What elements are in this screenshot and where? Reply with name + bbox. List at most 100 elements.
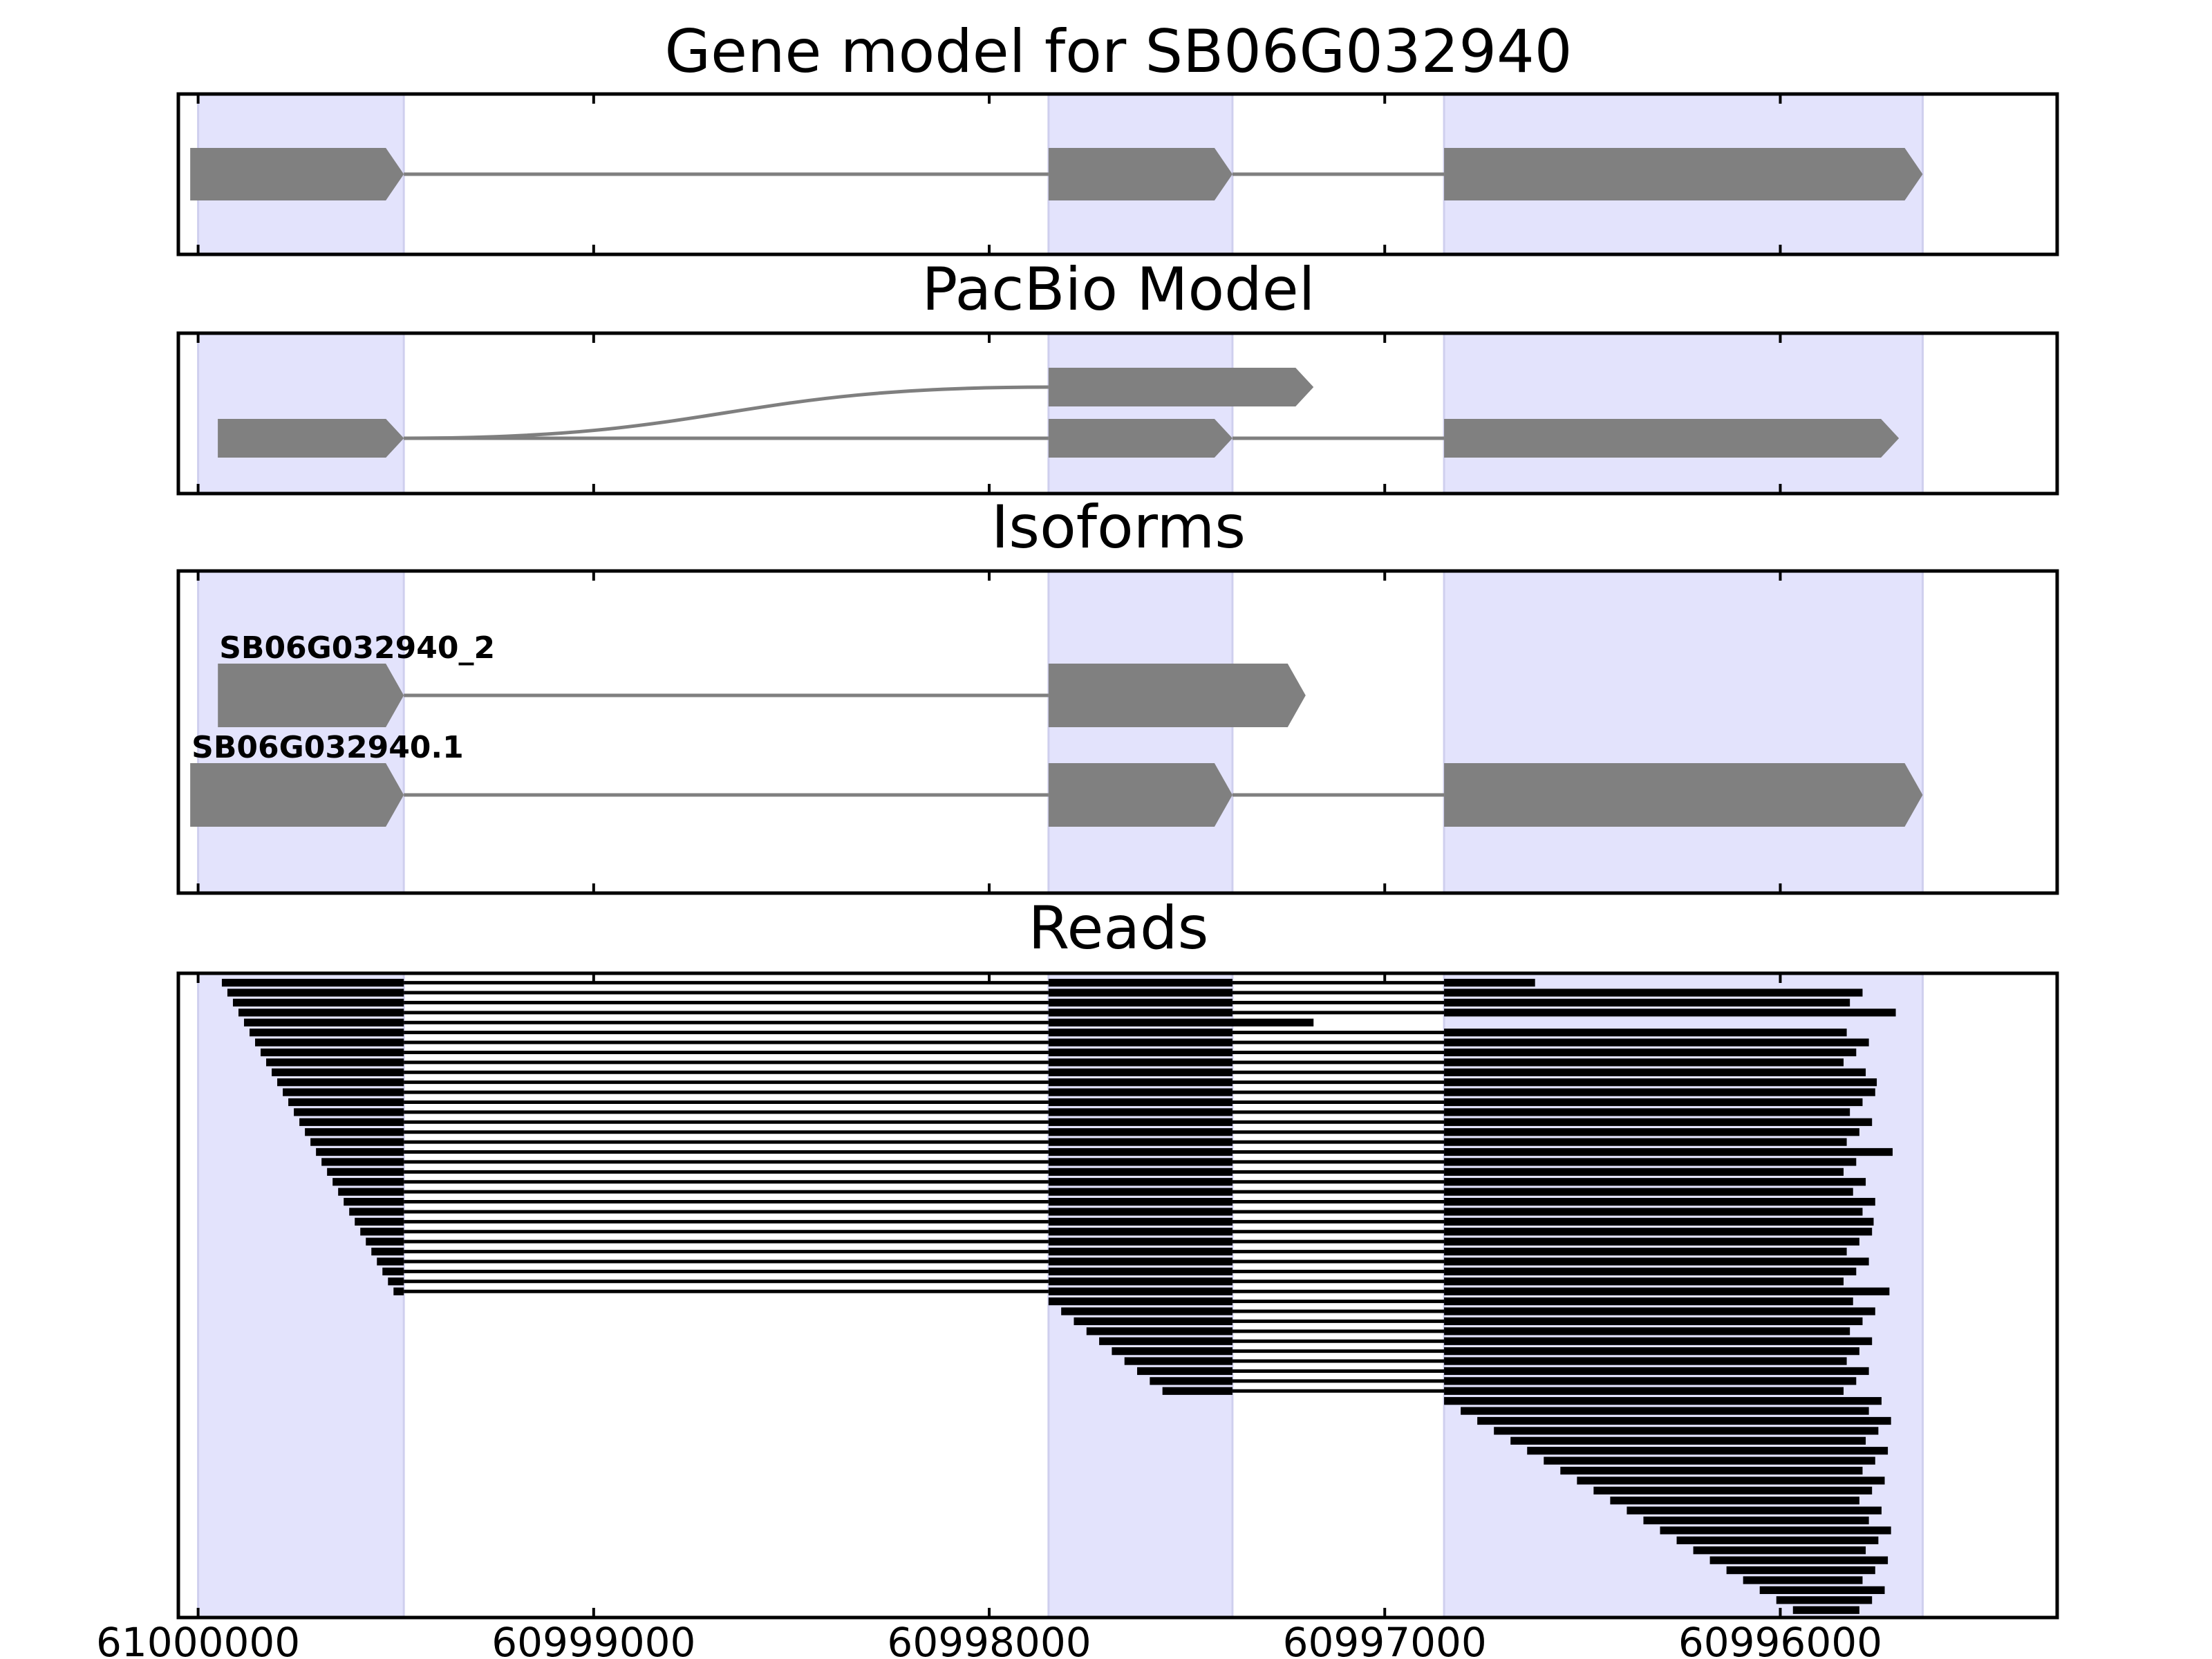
gene-model-exon-3 xyxy=(1444,148,1923,200)
read-16-block-2 xyxy=(1048,1128,1232,1136)
pacbio-model-panel xyxy=(176,331,2059,496)
panel-title-gene-model: Gene model for SB06G032940 xyxy=(665,17,1573,86)
read-14-block-2 xyxy=(1048,1108,1232,1116)
plot-frame xyxy=(176,971,2059,1620)
panel-title-pacbio-model: PacBio Model xyxy=(921,255,1315,324)
x-tick-label-2: 60998000 xyxy=(887,1619,1091,1659)
read-29-block-3 xyxy=(1444,1257,1869,1266)
read-30-block-2 xyxy=(1048,1267,1232,1276)
read-22-block-2 xyxy=(1048,1188,1232,1196)
read-26-block-1 xyxy=(360,1228,404,1236)
read-46-block-1 xyxy=(1494,1427,1879,1435)
gene-model-exon-2 xyxy=(1048,148,1232,200)
panel-title-isoforms: Isoforms xyxy=(991,493,1246,562)
read-36-block-2 xyxy=(1444,1327,1850,1335)
read-50-block-1 xyxy=(1560,1466,1863,1475)
panel-title-reads: Reads xyxy=(1029,894,1209,963)
read-30-block-3 xyxy=(1444,1267,1857,1276)
read-23-block-3 xyxy=(1444,1197,1875,1206)
read-31-block-2 xyxy=(1048,1277,1232,1286)
read-22-block-1 xyxy=(338,1188,404,1196)
read-28-block-2 xyxy=(1048,1247,1232,1256)
read-21-block-2 xyxy=(1048,1178,1232,1186)
read-34-block-1 xyxy=(1061,1307,1232,1315)
isoform-label-2: SB06G032940.1 xyxy=(191,730,464,765)
read-27-block-3 xyxy=(1444,1237,1859,1246)
isoform-1-exon-1 xyxy=(218,664,404,727)
read-16-block-3 xyxy=(1444,1128,1859,1136)
read-20-block-2 xyxy=(1048,1168,1232,1176)
read-4-block-3 xyxy=(1444,1009,1896,1017)
read-31-block-3 xyxy=(1444,1277,1844,1286)
read-13-block-3 xyxy=(1444,1098,1863,1107)
read-10-block-3 xyxy=(1444,1068,1866,1076)
read-12-block-3 xyxy=(1444,1088,1875,1096)
read-37-block-2 xyxy=(1444,1337,1873,1345)
read-27-block-1 xyxy=(366,1237,404,1246)
read-17-block-3 xyxy=(1444,1138,1847,1146)
read-12-block-1 xyxy=(283,1088,404,1096)
read-40-block-1 xyxy=(1137,1367,1232,1376)
read-6-block-1 xyxy=(249,1029,404,1037)
read-3-block-2 xyxy=(1048,998,1232,1007)
read-18-block-3 xyxy=(1444,1147,1893,1156)
read-6-block-2 xyxy=(1048,1029,1232,1037)
read-14-block-3 xyxy=(1444,1108,1850,1116)
read-1-block-1 xyxy=(221,979,404,987)
read-57-block-1 xyxy=(1676,1536,1879,1544)
read-25-block-3 xyxy=(1444,1217,1874,1226)
read-12-block-2 xyxy=(1048,1088,1232,1096)
isoform-2-exon-2 xyxy=(1048,763,1232,827)
isoforms-panel: SB06G032940_2 SB06G032940.1 xyxy=(176,569,2059,895)
read-15-block-3 xyxy=(1444,1118,1873,1126)
read-11-block-2 xyxy=(1048,1078,1232,1087)
plot-frame xyxy=(176,331,2059,496)
read-40-block-2 xyxy=(1444,1367,1869,1376)
gene-model-panel xyxy=(176,92,2059,256)
read-58-block-1 xyxy=(1693,1546,1866,1555)
reads-panel xyxy=(176,971,2059,1620)
read-51-block-1 xyxy=(1577,1477,1885,1485)
isoform-2-exon-3 xyxy=(1444,763,1923,827)
read-49-block-1 xyxy=(1544,1456,1875,1465)
read-5-block-2 xyxy=(1048,1018,1314,1027)
read-33-block-1 xyxy=(1048,1297,1232,1306)
read-17-block-2 xyxy=(1048,1138,1232,1146)
read-1-block-2 xyxy=(1048,979,1232,987)
read-8-block-1 xyxy=(261,1048,404,1057)
read-48-block-1 xyxy=(1527,1447,1888,1455)
pacbio-model-b-exon-2 xyxy=(1048,419,1232,458)
isoform-label-1: SB06G032940_2 xyxy=(219,630,495,666)
read-4-block-1 xyxy=(238,1009,404,1017)
plot-frame xyxy=(176,569,2059,895)
read-42-block-1 xyxy=(1162,1387,1232,1395)
read-9-block-2 xyxy=(1048,1058,1232,1067)
read-34-block-2 xyxy=(1444,1307,1875,1315)
read-31-block-1 xyxy=(388,1277,404,1286)
read-3-block-1 xyxy=(232,998,404,1007)
exon-region-3 xyxy=(1443,570,1924,894)
read-2-block-1 xyxy=(227,988,404,997)
isoform-1-exon-2 xyxy=(1048,664,1306,727)
read-41-block-1 xyxy=(1150,1377,1232,1385)
read-15-block-2 xyxy=(1048,1118,1232,1126)
read-52-block-1 xyxy=(1593,1486,1873,1494)
read-18-block-1 xyxy=(316,1147,404,1156)
read-35-block-2 xyxy=(1444,1317,1863,1326)
read-24-block-2 xyxy=(1048,1208,1232,1216)
exon-region-1 xyxy=(197,570,405,894)
read-19-block-1 xyxy=(321,1158,404,1166)
read-24-block-3 xyxy=(1444,1208,1863,1216)
read-38-block-1 xyxy=(1112,1347,1232,1356)
read-25-block-2 xyxy=(1048,1217,1232,1226)
read-37-block-1 xyxy=(1099,1337,1232,1345)
read-7-block-1 xyxy=(255,1038,404,1047)
read-23-block-2 xyxy=(1048,1197,1232,1206)
read-19-block-3 xyxy=(1444,1158,1857,1166)
read-64-block-1 xyxy=(1792,1606,1859,1614)
read-29-block-2 xyxy=(1048,1257,1232,1266)
read-32-block-3 xyxy=(1444,1287,1890,1295)
read-1-block-3 xyxy=(1444,979,1535,987)
isoform-2-exon-1 xyxy=(190,763,404,827)
